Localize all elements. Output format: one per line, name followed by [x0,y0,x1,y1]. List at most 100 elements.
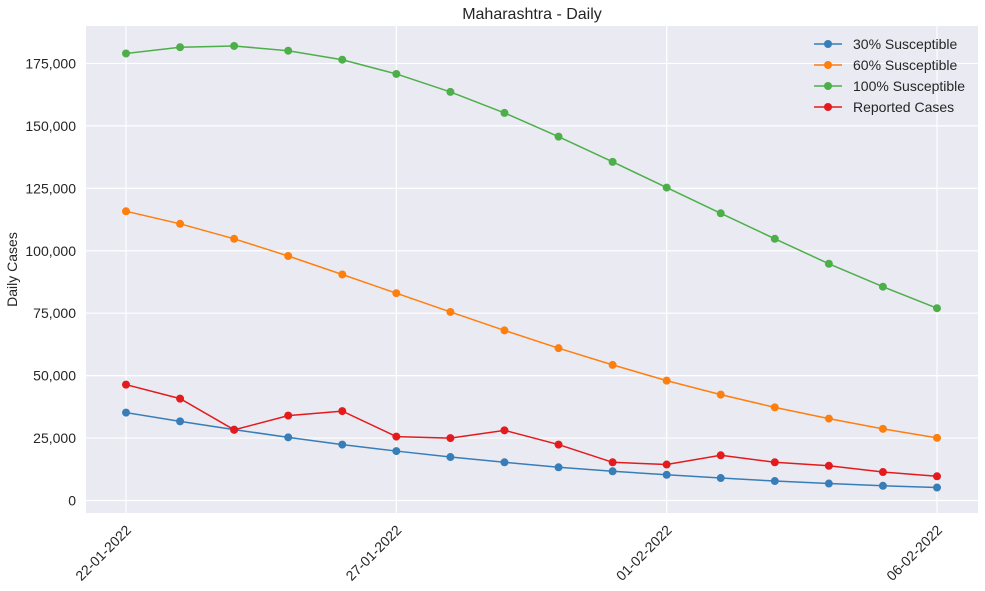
data-point [122,207,130,216]
legend: 30% Susceptible 60% Susceptible 100% Susce… [814,36,965,115]
data-point [933,483,941,492]
data-point [824,259,833,268]
chart-title: Maharashtra - Daily [462,6,602,23]
data-point [392,289,401,298]
data-point [662,470,671,479]
data-point [770,458,779,467]
data-point [824,414,833,423]
series-line [125,45,938,309]
data-point [122,49,130,58]
legend-marker [824,40,832,48]
data-point [446,87,455,96]
data-point [554,463,563,472]
data-point [933,433,941,442]
legend-marker [824,82,832,90]
data-point [284,46,293,55]
legend-label: 100% Susceptible [853,78,965,94]
data-point [338,440,347,449]
y-axis-label: Daily Cases [4,232,20,307]
legend-label: 30% Susceptible [853,36,958,52]
data-point [446,307,455,316]
data-point [392,69,401,78]
data-point [608,157,617,166]
y-tick-label: 50,000 [33,368,76,384]
data-point [338,270,347,279]
data-point [878,282,887,291]
data-point [122,380,130,389]
data-point [500,108,509,117]
data-point [716,451,725,460]
data-point [500,458,509,467]
data-point [554,344,563,353]
data-point [338,407,347,416]
data-point [230,234,239,243]
data-point [878,481,887,490]
y-tick-label: 0 [68,493,76,509]
x-tick-label: 06-02-2022 [883,522,945,584]
series-100-susceptible [122,41,941,313]
series-layer [122,41,941,492]
data-point [770,477,779,486]
series-line [125,210,938,439]
data-point [662,460,671,469]
legend-label: 60% Susceptible [853,57,958,73]
data-point [770,234,779,243]
x-axis-ticks: 22-01-2022 27-01-2022 01-02-2022 06-02-2022 [72,522,945,584]
y-tick-label: 175,000 [25,55,76,71]
data-point [933,472,941,481]
y-tick-label: 75,000 [33,305,76,321]
legend-marker [824,61,832,69]
data-point [392,447,401,456]
legend-item: Reported Cases [814,99,954,115]
data-point [230,425,239,434]
data-point [933,304,941,313]
data-point [284,411,293,420]
data-point [500,326,509,335]
data-point [824,479,833,488]
data-point [824,461,833,470]
series-30-susceptible [122,408,941,492]
x-tick-label: 27-01-2022 [342,522,404,584]
data-point [608,458,617,467]
data-point [392,432,401,441]
y-axis-ticks: 0 25,000 50,000 75,000 100,000 125,000 150,000… [25,55,76,508]
y-tick-label: 150,000 [25,118,76,134]
data-point [176,394,185,403]
data-point [446,453,455,462]
data-point [662,183,671,192]
data-point [716,474,725,483]
data-point [500,426,509,435]
series-line [125,411,938,489]
data-point [176,43,185,52]
y-tick-label: 25,000 [33,430,76,446]
legend-label: Reported Cases [853,99,954,115]
series-60-susceptible [122,207,941,442]
data-point [770,403,779,412]
data-point [878,468,887,477]
legend-marker [824,103,832,111]
data-point [608,467,617,476]
legend-item: 30% Susceptible [814,36,958,52]
data-point [446,434,455,443]
data-point [716,390,725,399]
y-tick-label: 125,000 [25,180,76,196]
series-line [125,383,938,478]
data-point [176,219,185,228]
data-point [122,408,130,417]
y-tick-label: 100,000 [25,243,76,259]
series-reported-cases [122,380,941,481]
data-point [608,360,617,369]
data-point [284,252,293,261]
data-point [554,440,563,449]
data-point [338,55,347,64]
data-point [284,433,293,442]
data-point [230,41,239,50]
data-point [554,132,563,141]
data-point [716,209,725,218]
legend-item: 60% Susceptible [814,57,958,73]
x-tick-label: 01-02-2022 [613,522,675,584]
x-tick-label: 22-01-2022 [72,522,134,584]
legend-item: 100% Susceptible [814,78,965,94]
data-point [176,417,185,426]
